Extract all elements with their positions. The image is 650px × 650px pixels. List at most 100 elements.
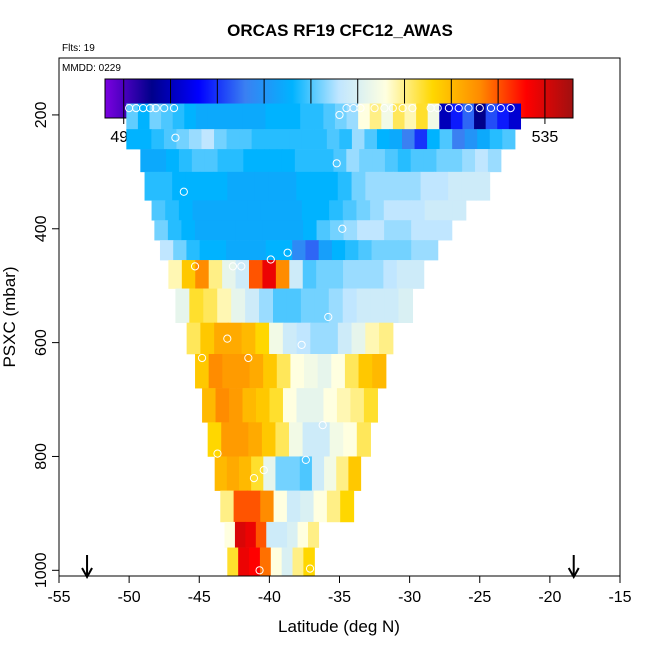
heatmap-cell <box>292 240 307 261</box>
heatmap-cell <box>370 220 385 241</box>
heatmap-cell <box>359 149 373 173</box>
heatmap-cell <box>302 260 317 289</box>
heatmap-cell <box>251 456 264 491</box>
sample-point <box>496 103 505 113</box>
heatmap-cell <box>461 171 477 201</box>
heatmap-cell <box>502 129 516 150</box>
heatmap-cell <box>242 388 257 423</box>
heatmap-cell <box>475 171 491 201</box>
heatmap-cell <box>489 129 503 150</box>
heatmap-cell <box>227 547 239 577</box>
heatmap-cell <box>173 240 188 261</box>
heatmap-cell <box>217 288 232 323</box>
heatmap-cell <box>376 129 391 150</box>
heatmap-cell <box>397 149 412 173</box>
sample-point <box>283 248 292 257</box>
heatmap-cell <box>318 240 333 261</box>
sample-point <box>454 103 463 113</box>
heatmap-cell <box>315 200 330 221</box>
sample-point <box>244 353 253 363</box>
heatmap-cell <box>305 240 320 261</box>
heatmap-cell <box>249 260 264 289</box>
sample-point <box>179 187 188 196</box>
heatmap-cell <box>233 490 248 523</box>
heatmap-cell <box>192 200 207 221</box>
heatmap-cell <box>208 260 223 289</box>
heatmap-cell <box>449 149 463 173</box>
sample-point <box>223 334 232 343</box>
heatmap-cell <box>411 200 426 221</box>
heatmap-cell <box>231 288 246 323</box>
sample-point <box>398 103 407 113</box>
heatmap-cell <box>326 490 341 523</box>
heatmap-cell <box>329 422 344 457</box>
heatmap-cell <box>301 129 315 150</box>
sample-point <box>388 103 397 113</box>
heatmap-cell <box>323 171 339 201</box>
sample-point <box>171 133 180 142</box>
heatmap-cell <box>420 171 435 201</box>
heatmap-cell <box>356 200 371 221</box>
heatmap-cell <box>199 171 215 201</box>
heatmap-cell <box>259 547 272 577</box>
heatmap-cell <box>383 200 399 221</box>
heatmap-cell <box>195 354 210 389</box>
heatmap-cell <box>255 322 270 355</box>
heatmap-cell <box>475 149 489 173</box>
heatmap-cell <box>126 129 140 150</box>
heatmap-cell <box>311 456 325 491</box>
heatmap-cell <box>438 200 453 221</box>
heatmap-cell <box>212 240 227 261</box>
heatmap-cell <box>424 220 439 241</box>
heatmap-cell <box>276 129 290 150</box>
heatmap-cell <box>263 354 278 389</box>
heatmap-cell <box>313 490 328 523</box>
sample-point <box>305 564 315 573</box>
heatmap-cell <box>260 200 276 221</box>
heatmap-cell <box>220 490 235 523</box>
heatmap-cell <box>436 149 450 173</box>
heatmap-cell <box>230 149 244 173</box>
heatmap-cell <box>241 322 256 355</box>
heatmap-cell <box>292 547 304 577</box>
heatmap-cell <box>184 103 197 130</box>
heatmap-cell <box>224 521 236 548</box>
heatmap-cell <box>316 260 331 289</box>
heatmap-cell <box>195 103 209 130</box>
heatmap-cell <box>363 388 378 423</box>
heatmap-cell <box>241 171 256 201</box>
heatmap-cell <box>289 220 304 241</box>
heatmap-cell <box>161 103 174 130</box>
heatmap-cell <box>296 171 311 201</box>
heatmap-cell <box>329 260 344 289</box>
sample-point <box>506 103 515 113</box>
heatmap-cell <box>296 388 311 423</box>
heatmap-cell <box>227 322 243 355</box>
heatmap-cell <box>396 260 411 289</box>
flight-markers <box>81 555 580 580</box>
heatmap-cell <box>248 422 263 457</box>
heatmap-cell <box>336 388 351 423</box>
heatmap-cell <box>427 103 440 130</box>
heatmap-cell <box>276 220 291 241</box>
heatmap-cell <box>296 322 311 355</box>
heatmap-cell <box>351 129 366 150</box>
heatmap-cell <box>269 388 284 423</box>
heatmap-cell <box>265 240 280 261</box>
heatmap-cell <box>151 200 166 221</box>
heatmap-cell <box>302 422 317 457</box>
heatmap-cell <box>194 220 210 241</box>
heatmap-cell <box>369 260 384 289</box>
heatmap-cell <box>424 200 440 221</box>
sample-point <box>237 262 246 271</box>
heatmap-cell <box>165 200 180 221</box>
heatmap-cell <box>275 456 289 491</box>
heatmap-cell <box>410 149 425 173</box>
heatmap-cell <box>245 288 260 323</box>
heatmap-cell <box>227 171 242 201</box>
heatmap-cell <box>300 288 316 323</box>
heatmap-cell <box>276 521 288 548</box>
heatmap-cell <box>239 129 253 150</box>
heatmap-cell <box>263 456 277 491</box>
